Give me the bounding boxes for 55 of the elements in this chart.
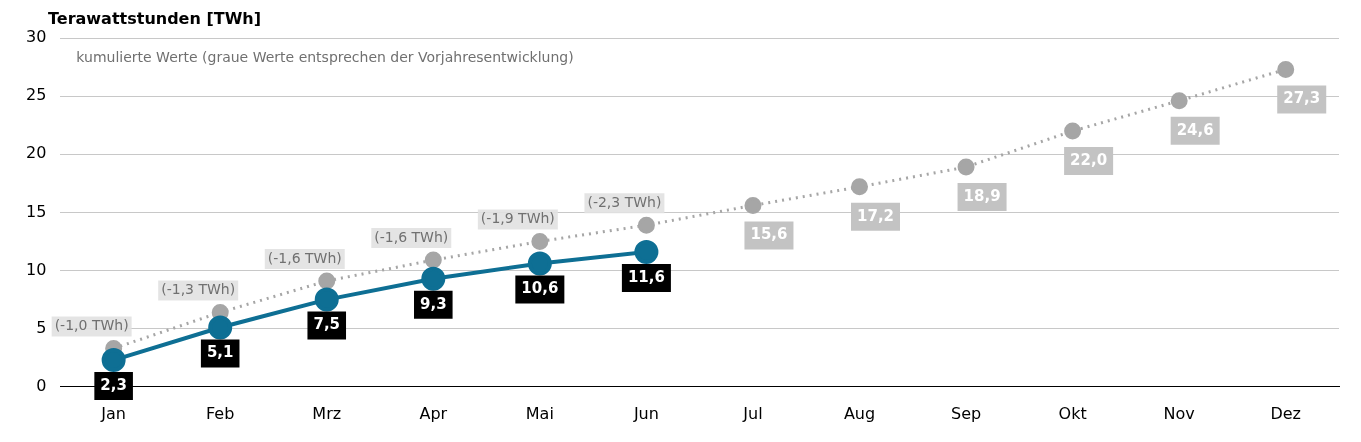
y-tick-label: 20 — [26, 143, 47, 163]
data-label: 15,6 — [750, 225, 788, 244]
x-tick-label: Jan — [100, 403, 126, 423]
x-tick-label: Jun — [632, 403, 659, 423]
y-axis-title: Terawattstunden [TWh] — [48, 9, 261, 29]
x-tick-label: Dez — [1270, 403, 1301, 423]
annotation: (-1,0 TWh) — [54, 317, 129, 334]
data-label: 10,6 — [521, 279, 559, 298]
x-tick-label: Sep — [950, 403, 982, 423]
data-label: 27,3 — [1283, 89, 1321, 108]
data-label: 22,0 — [1070, 150, 1108, 169]
point — [314, 287, 339, 312]
annotation: (-2,3 TWh) — [587, 193, 662, 210]
point — [531, 232, 549, 250]
x-tick-label: Feb — [206, 403, 235, 423]
x-tick-label: Mrz — [312, 403, 342, 423]
y-tick-label: 25 — [26, 85, 47, 105]
y-tick-label: 10 — [26, 259, 47, 279]
data-label: 9,3 — [420, 294, 447, 313]
point — [421, 266, 446, 291]
x-tick-label: Mai — [525, 403, 554, 423]
annotation: (-1,3 TWh) — [161, 281, 236, 298]
point — [101, 348, 126, 373]
data-label: 2,3 — [100, 375, 127, 394]
point — [424, 251, 442, 269]
data-label: 7,5 — [313, 315, 341, 334]
x-tick-label: Okt — [1058, 403, 1087, 423]
point — [634, 239, 659, 264]
point — [637, 216, 655, 234]
y-tick-label: 5 — [36, 317, 47, 337]
data-label: 5,1 — [206, 343, 234, 362]
point — [1277, 60, 1295, 78]
point — [957, 158, 975, 176]
y-tick-label: 15 — [26, 201, 47, 221]
annotation: (-1,6 TWh) — [374, 228, 449, 245]
point — [318, 272, 336, 290]
y-tick-label: 30 — [26, 27, 47, 47]
point — [208, 315, 233, 340]
data-label: 11,6 — [627, 267, 665, 286]
point — [851, 178, 869, 196]
annotation: (-1,9 TWh) — [480, 210, 555, 227]
data-label: 24,6 — [1176, 120, 1214, 139]
data-label: 18,9 — [963, 186, 1001, 205]
x-tick-label: Nov — [1163, 403, 1195, 423]
x-tick-label: Apr — [419, 403, 448, 423]
point — [1064, 122, 1082, 140]
y-tick-label: 0 — [36, 375, 47, 395]
annotation: (-1,6 TWh) — [267, 249, 342, 266]
data-label: 17,2 — [857, 206, 895, 225]
point — [1170, 92, 1188, 110]
point — [527, 251, 552, 276]
point — [744, 196, 762, 214]
x-tick-label: Aug — [843, 403, 876, 423]
x-tick-label: Jul — [742, 403, 763, 423]
annotation: kumulierte Werte (graue Werte entsprechen der Vorjahresentwicklung) — [76, 48, 574, 65]
